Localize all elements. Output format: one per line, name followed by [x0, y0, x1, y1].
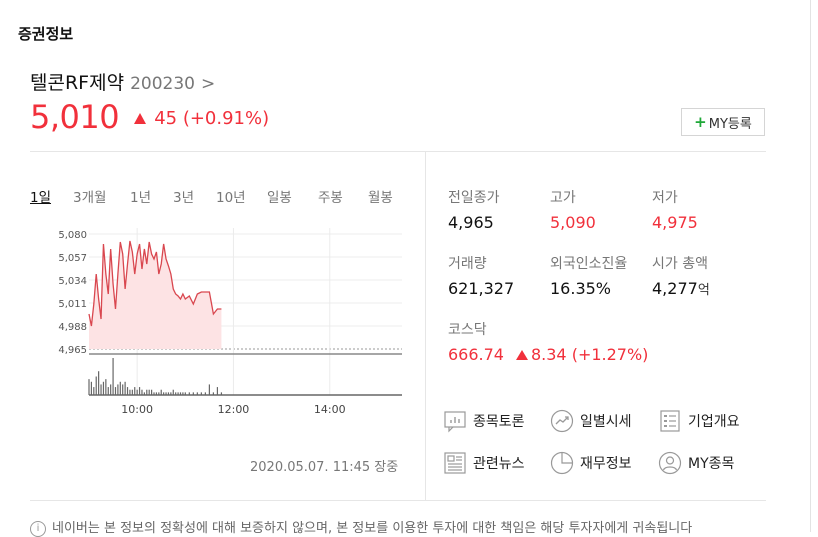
- tab-weekly-candle[interactable]: 주봉: [318, 190, 343, 206]
- y-tick-label: 5,034: [58, 276, 87, 287]
- kosdaq-value-row: 666.74 8.34 (+1.27%): [448, 345, 648, 364]
- stock-code[interactable]: 200230: [130, 74, 195, 94]
- stat-high: 고가 5,090: [550, 187, 596, 232]
- link-daily-price[interactable]: 일별시세: [550, 409, 632, 433]
- price-change-value: 45 (+0.91%): [154, 108, 270, 129]
- panel-right-border: [810, 0, 811, 532]
- disclaimer-text: 네이버는 본 정보의 정확성에 대해 보증하지 않으며, 본 정보를 이용한 투…: [52, 521, 693, 536]
- divider-vertical: [425, 152, 426, 500]
- daily-price-icon: [550, 409, 574, 433]
- y-tick-label: 5,011: [58, 299, 87, 310]
- link-label: 기업개요: [688, 414, 740, 430]
- x-tick-label: 12:00: [218, 403, 250, 416]
- link-label: 종목토론: [473, 414, 525, 430]
- stat-value: 4,975: [652, 213, 698, 232]
- link-label: MY종목: [688, 456, 735, 472]
- plus-icon: +: [694, 113, 707, 131]
- tab-3y[interactable]: 3년: [173, 190, 195, 206]
- x-tick-label: 14:00: [314, 403, 346, 416]
- kosdaq-change-value: 8.34 (+1.27%): [530, 345, 649, 364]
- stat-label: 거래량: [448, 256, 487, 272]
- kosdaq-index[interactable]: 코스닥 666.74 8.34 (+1.27%): [448, 319, 648, 364]
- company-overview-icon: [660, 410, 680, 432]
- price-change: 45 (+0.91%): [134, 108, 269, 129]
- stock-header[interactable]: 텔콘RF제약 200230 >: [30, 68, 215, 95]
- kosdaq-value: 666.74: [448, 345, 504, 364]
- tab-1d[interactable]: 1일: [30, 190, 52, 206]
- tab-monthly-candle[interactable]: 월봉: [368, 190, 393, 206]
- stat-label: 전일종가: [448, 190, 500, 206]
- tab-daily-candle[interactable]: 일봉: [267, 190, 292, 206]
- link-company-overview[interactable]: 기업개요: [658, 409, 740, 433]
- stat-value: 4,965: [448, 213, 494, 232]
- stat-volume: 거래량 621,327: [448, 253, 514, 298]
- data-timestamp: 2020.05.07. 11:45 장중: [250, 460, 399, 475]
- news-icon: [444, 452, 466, 474]
- link-financial-info[interactable]: 재무정보: [550, 451, 632, 475]
- stat-low: 저가 4,975: [652, 187, 698, 232]
- disclaimer: i 네이버는 본 정보의 정확성에 대해 보증하지 않으며, 본 정보를 이용한 …: [30, 517, 692, 537]
- stat-foreign-ratio: 외국인소진율 16.35%: [550, 253, 627, 298]
- divider-top: [30, 151, 766, 152]
- chevron-right-icon[interactable]: >: [200, 74, 216, 94]
- tab-1y[interactable]: 1년: [130, 190, 152, 206]
- user-icon: [658, 451, 682, 475]
- my-register-button[interactable]: + MY등록: [681, 108, 765, 136]
- price-area: [89, 241, 222, 349]
- stat-label: 외국인소진율: [550, 256, 628, 272]
- x-tick-label: 10:00: [121, 403, 153, 416]
- divider-bottom: [30, 500, 766, 501]
- intraday-price-chart[interactable]: 5,080 5,057 5,034 5,011 4,988 4,965 10:00 12:00…: [56, 222, 408, 422]
- stat-label: 고가: [550, 190, 576, 206]
- y-tick-label: 4,965: [58, 345, 87, 356]
- my-register-label: MY등록: [708, 116, 752, 132]
- stat-label: 저가: [652, 190, 678, 206]
- y-tick-label: 5,080: [58, 230, 87, 241]
- stock-name[interactable]: 텔콘RF제약: [30, 72, 125, 94]
- stat-label: 시가 총액: [652, 256, 708, 272]
- link-discussion[interactable]: 종목토론: [443, 409, 525, 433]
- pie-chart-icon: [550, 451, 574, 475]
- link-my-stocks[interactable]: MY종목: [658, 451, 734, 475]
- up-arrow-icon: [515, 350, 528, 360]
- stat-market-cap: 시가 총액 4,277억: [652, 253, 710, 298]
- link-label: 관련뉴스: [473, 456, 525, 472]
- link-label: 재무정보: [580, 456, 632, 472]
- stat-value-wrap: 4,277억: [652, 279, 710, 298]
- kosdaq-label: 코스닥: [448, 322, 487, 338]
- y-tick-label: 4,988: [58, 322, 87, 333]
- tab-3m[interactable]: 3개월: [73, 190, 107, 206]
- stat-value: 16.35%: [550, 279, 612, 298]
- stat-value: 5,090: [550, 213, 596, 232]
- stat-value: 4,277: [652, 279, 698, 298]
- tab-10y[interactable]: 10년: [216, 190, 246, 206]
- section-title: 증권정보: [18, 25, 74, 43]
- y-tick-label: 5,057: [58, 253, 87, 264]
- up-arrow-icon: [134, 113, 147, 124]
- stat-unit: 억: [697, 283, 710, 298]
- info-icon: i: [30, 520, 46, 537]
- stat-prev-close: 전일종가 4,965: [448, 187, 500, 232]
- stat-value: 621,327: [448, 279, 515, 298]
- current-price: 5,010: [30, 98, 120, 136]
- price-line: [88, 240, 222, 327]
- link-label: 일별시세: [580, 414, 632, 430]
- discussion-icon: [444, 411, 466, 433]
- kosdaq-change: 8.34 (+1.27%): [515, 345, 649, 364]
- price-row: 5,010 45 (+0.91%): [30, 98, 269, 136]
- link-news[interactable]: 관련뉴스: [443, 451, 525, 475]
